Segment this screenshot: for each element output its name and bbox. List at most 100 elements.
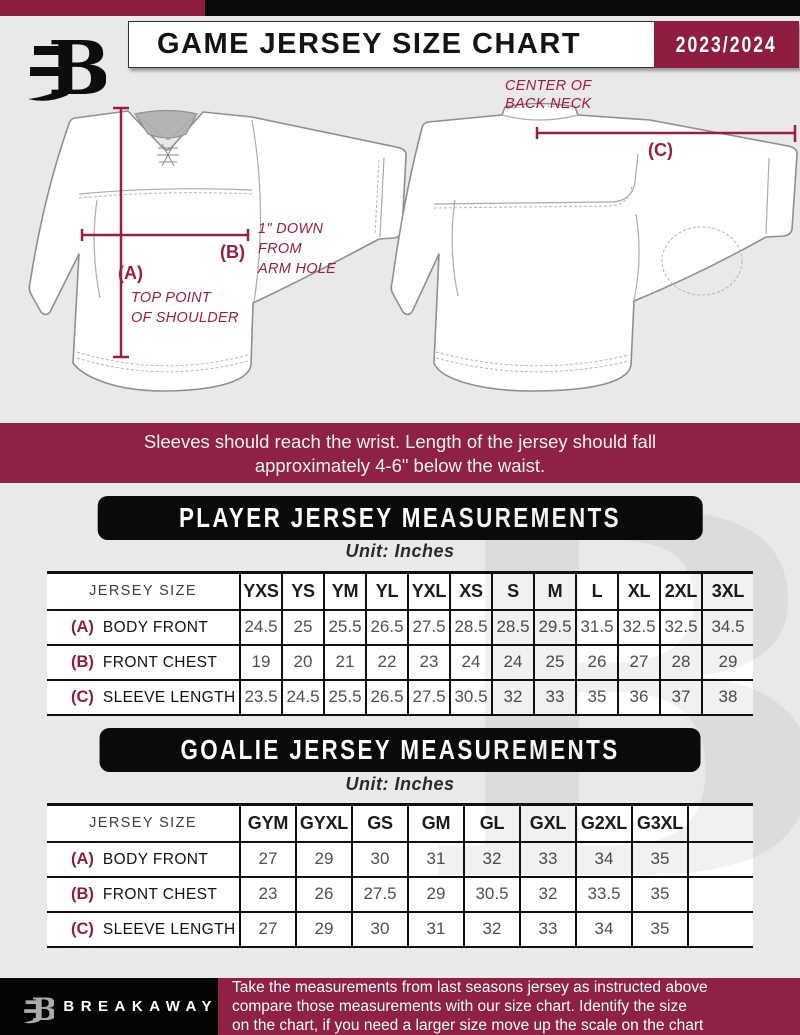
row-name: SLEEVE LENGTH: [102, 688, 236, 706]
row-label: (A) BODY FRONT: [47, 610, 240, 645]
row-name: FRONT CHEST: [102, 885, 218, 903]
row-key: (B): [71, 884, 94, 903]
measurement-value: 25.5: [323, 609, 366, 645]
measurement-value: [687, 911, 753, 947]
logo-bar-middle: [30, 67, 62, 76]
measurement-value: 26.5: [365, 679, 408, 715]
fit-notice-line-2: approximately 4-6" below the waist.: [254, 455, 546, 476]
measurement-value: 36: [617, 679, 660, 715]
size-column-header: YL: [365, 572, 408, 610]
measurement-value: 33: [533, 679, 576, 715]
measurement-value: 25: [281, 609, 324, 645]
measurement-value: 30: [351, 911, 408, 947]
size-column-header: [687, 804, 753, 842]
player-size-table: JERSEY SIZE YXS YS YM YL YXL XS S M L XL 2XL 3XL (A) B…: [47, 571, 753, 716]
measurement-value: 24.5: [239, 609, 282, 645]
footer-logo-bar-middle: [24, 1008, 38, 1013]
measurement-value: 31: [407, 841, 464, 877]
b-caption-1: 1" DOWN: [258, 221, 323, 237]
measurement-value: 21: [323, 644, 366, 680]
measurement-value: 24: [491, 644, 534, 680]
goalie-section-banner: GOALIE JERSEY MEASUREMENTS: [99, 728, 701, 772]
a-caption-1: TOP POINT: [131, 290, 212, 306]
b-caption-2: FROM: [258, 241, 303, 257]
measurement-value: 29: [701, 644, 753, 680]
size-column-header: YXL: [407, 572, 450, 610]
size-column-header: M: [533, 572, 576, 610]
logo-b-glyph: B: [48, 26, 106, 104]
a-caption-2: OF SHOULDER: [131, 310, 239, 326]
label-b: (B): [220, 242, 245, 262]
footer-line-1: Take the measurements from last seasons …: [232, 979, 708, 996]
table-row: (C) SLEEVE LENGTH 27 29 30 31 32 33 34 35: [47, 911, 753, 947]
fit-notice-line-1: Sleeves should reach the wrist. Length o…: [143, 431, 657, 452]
measurement-value: 32.5: [617, 609, 660, 645]
measurement-value: 29.5: [533, 609, 576, 645]
measurement-value: 35: [631, 876, 688, 912]
front-neck-opening: [134, 109, 198, 139]
measurement-value: 27.5: [407, 609, 450, 645]
measurement-value: 24.5: [281, 679, 324, 715]
size-column-header: GXL: [519, 804, 576, 842]
row-label: (B) FRONT CHEST: [47, 645, 240, 680]
size-column-header: GM: [407, 804, 464, 842]
measurement-value: 30.5: [463, 876, 520, 912]
table-corner-label: JERSEY SIZE: [89, 583, 197, 600]
header: GAME JERSEY SIZE CHART 2023/2024: [128, 21, 799, 68]
b-caption-3: ARM HOLE: [257, 261, 336, 277]
measurement-value: 28.5: [449, 609, 492, 645]
measurement-value: 20: [281, 644, 324, 680]
page-title: GAME JERSEY SIZE CHART: [157, 28, 582, 60]
measurement-value: [687, 876, 753, 912]
c-caption-2: BACK NECK: [505, 96, 593, 112]
measurement-value: 29: [407, 876, 464, 912]
measurement-value: 30.5: [449, 679, 492, 715]
footer: B BREAKAWAY Take the measurements from l…: [0, 978, 800, 1035]
measurement-value: 35: [575, 679, 618, 715]
measurement-value: 27: [617, 644, 660, 680]
size-column-header: GYXL: [295, 804, 352, 842]
row-key: (B): [71, 652, 94, 671]
measurement-value: 26: [295, 876, 352, 912]
measurement-value: 32: [519, 876, 576, 912]
row-name: SLEEVE LENGTH: [102, 920, 236, 938]
measurement-value: 35: [631, 911, 688, 947]
goalie-size-table: JERSEY SIZE GYM GYXL GS GM GL GXL G2XL G3XL (A) BO…: [47, 803, 753, 948]
measurement-value: 31.5: [575, 609, 618, 645]
table-corner-label: JERSEY SIZE: [89, 815, 197, 832]
footer-brand-block: B BREAKAWAY: [0, 978, 218, 1035]
measurement-value: 19: [239, 644, 282, 680]
front-jersey-drawing: [28, 109, 407, 392]
goalie-section-title: GOALIE JERSEY MEASUREMENTS: [180, 734, 620, 765]
size-column-header: 2XL: [659, 572, 702, 610]
measurement-value: 38: [701, 679, 753, 715]
front-collar-lace: [157, 143, 179, 167]
footer-logo-swoosh: [23, 1016, 40, 1023]
measurement-value: 26: [575, 644, 618, 680]
measurement-value: 24: [449, 644, 492, 680]
table-row: (C) SLEEVE LENGTH 23.5 24.5 25.5 26.5 27.5 30.5…: [47, 679, 753, 715]
measurement-value: 25: [533, 644, 576, 680]
measurement-value: 25.5: [323, 679, 366, 715]
measurement-b-line: [80, 229, 250, 241]
measurement-value: 33: [519, 841, 576, 877]
size-column-header: L: [575, 572, 618, 610]
player-section-banner: PLAYER JERSEY MEASUREMENTS: [97, 496, 703, 540]
measurement-value: 28.5: [491, 609, 534, 645]
measurement-value: 32: [463, 911, 520, 947]
label-a: (A): [118, 263, 143, 283]
top-bar-maroon: [0, 0, 205, 16]
size-column-header: G2XL: [575, 804, 632, 842]
size-column-header: GS: [351, 804, 408, 842]
row-name: FRONT CHEST: [102, 653, 218, 671]
elbow-stitch-circle: [661, 226, 743, 296]
table-row: (B) FRONT CHEST 23 26 27.5 29 30.5 32 33.5 35: [47, 876, 753, 912]
table-row: (B) FRONT CHEST 19 20 21 22 23 24 24 25 26 27 28 29: [47, 644, 753, 680]
label-c: (C): [648, 140, 673, 160]
measurement-value: 23.5: [239, 679, 282, 715]
measurement-value: 26.5: [365, 609, 408, 645]
size-column-header: GL: [463, 804, 520, 842]
logo-bar-top: [34, 46, 62, 55]
measurement-value: 31: [407, 911, 464, 947]
row-name: BODY FRONT: [102, 850, 209, 868]
